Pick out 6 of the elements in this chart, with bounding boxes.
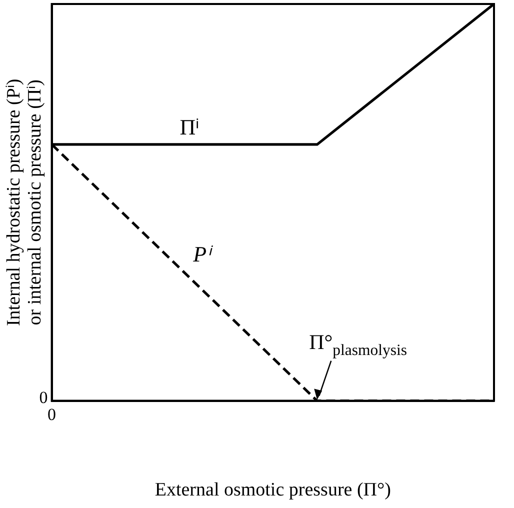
text: 0 — [48, 404, 56, 424]
x-axis-title: External osmotic pressure (Π°) — [154, 480, 391, 501]
series-label: Pⁱ — [192, 242, 214, 267]
series-label: Πⁱ — [180, 114, 200, 140]
y-axis-title: Internal hydrostatic pressure (Pⁱ) or internal osmotic pressure (Πⁱ) — [3, 78, 46, 326]
text: 0 — [39, 388, 48, 407]
